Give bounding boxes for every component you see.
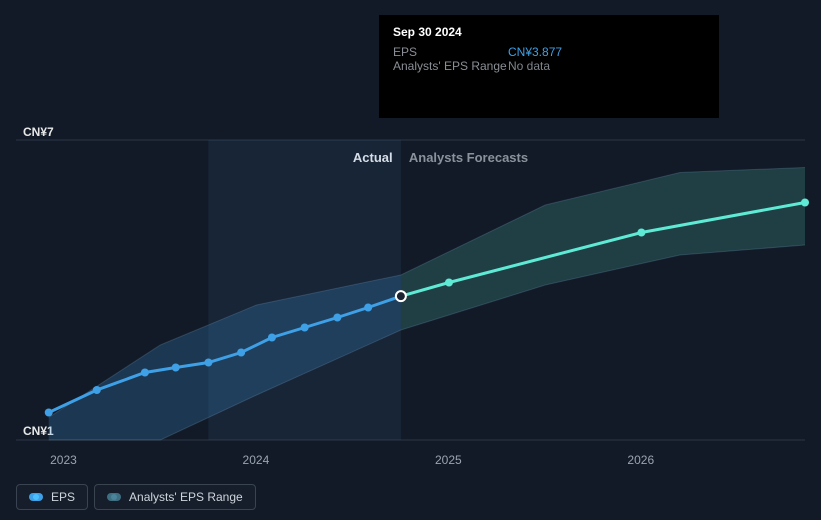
legend-swatch [107,493,121,501]
x-axis-tick: 2025 [435,453,462,467]
legend-item-eps[interactable]: EPS [16,484,88,510]
legend: EPS Analysts' EPS Range [16,484,256,510]
eps-chart[interactable] [0,0,821,520]
legend-label: EPS [51,490,75,504]
legend-item-range[interactable]: Analysts' EPS Range [94,484,256,510]
x-axis-tick: 2023 [50,453,77,467]
chart-root: Sep 30 2024 EPS CN¥3.877 Analysts' EPS R… [0,0,821,520]
legend-label: Analysts' EPS Range [129,490,243,504]
x-axis-tick: 2024 [243,453,270,467]
legend-swatch [29,493,43,501]
x-axis-tick: 2026 [627,453,654,467]
